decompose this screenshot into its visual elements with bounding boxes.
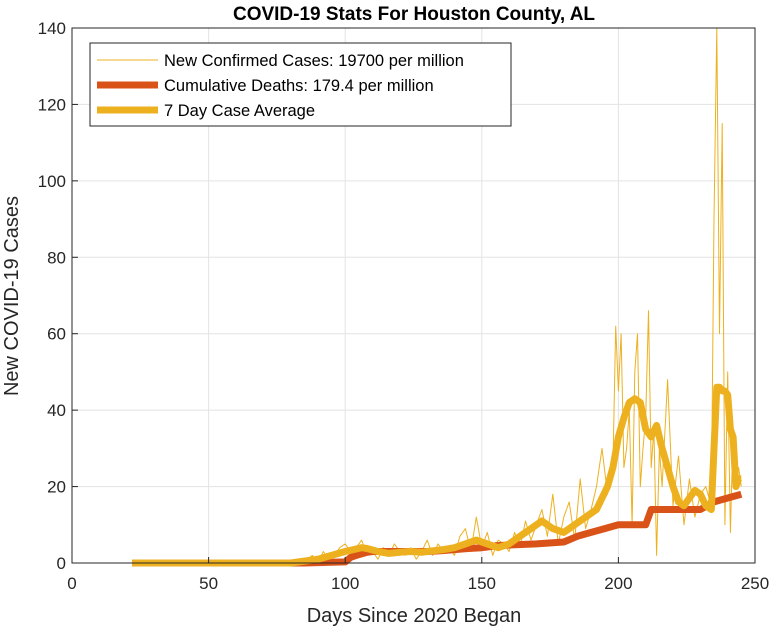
y-tick-label: 140 (38, 19, 66, 38)
legend-cumulative-deaths: Cumulative Deaths: 179.4 per million (97, 77, 434, 95)
chart-title: COVID-19 Stats For Houston County, AL (233, 4, 595, 25)
y-tick-label: 100 (38, 172, 66, 191)
x-tick-label: 0 (67, 574, 76, 593)
axes-box (71, 27, 756, 564)
legend-label: Cumulative Deaths: 179.4 per million (164, 77, 434, 95)
y-tick-label: 80 (47, 248, 66, 267)
y-tick-label: 40 (47, 401, 66, 420)
ticks: 0 50 100 150 200 250 0 20 40 60 80 100 120 140 (38, 19, 770, 593)
y-axis-label: New COVID-19 Cases (1, 196, 23, 396)
series-layer (132, 27, 743, 567)
y-tick-label: 20 (47, 478, 66, 497)
legend-label: 7 Day Case Average (164, 102, 315, 120)
x-axis-label: Days Since 2020 Began (307, 605, 522, 627)
legend-new-cases: New Confirmed Cases: 19700 per million (97, 52, 464, 70)
y-tick-label: 120 (38, 95, 66, 114)
legend-box (89, 42, 512, 127)
x-tick-label: 50 (199, 574, 218, 593)
seven-day-average-line (132, 383, 743, 567)
y-tick-label: 60 (47, 325, 66, 344)
x-tick-label: 250 (741, 574, 769, 593)
legend-label: New Confirmed Cases: 19700 per million (164, 52, 464, 70)
x-tick-label: 150 (468, 574, 496, 593)
y-tick-label: 0 (57, 554, 66, 573)
x-tick-label: 100 (331, 574, 359, 593)
x-tick-label: 200 (604, 574, 632, 593)
legend: New Confirmed Cases: 19700 per million Cu… (89, 42, 512, 127)
legend-seven-day-average: 7 Day Case Average (97, 102, 315, 120)
